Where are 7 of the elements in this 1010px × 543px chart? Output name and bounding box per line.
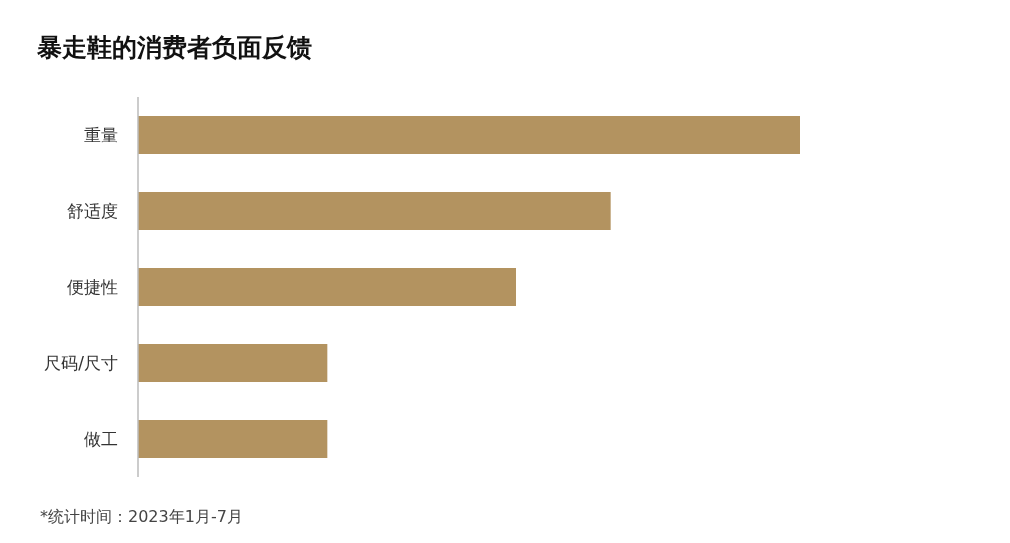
y-tick-label: 尺码/尺寸 xyxy=(44,353,118,373)
y-tick-label: 重量 xyxy=(84,125,118,145)
chart-title: 暴走鞋的消费者负面反馈 xyxy=(36,33,312,62)
text: *统计时间：2023年1月-7月 xyxy=(40,507,243,526)
y-tick-label: 舒适度 xyxy=(67,201,118,221)
y-tick-label: 做工 xyxy=(84,429,118,449)
y-tick-label: 便捷性 xyxy=(67,277,118,297)
